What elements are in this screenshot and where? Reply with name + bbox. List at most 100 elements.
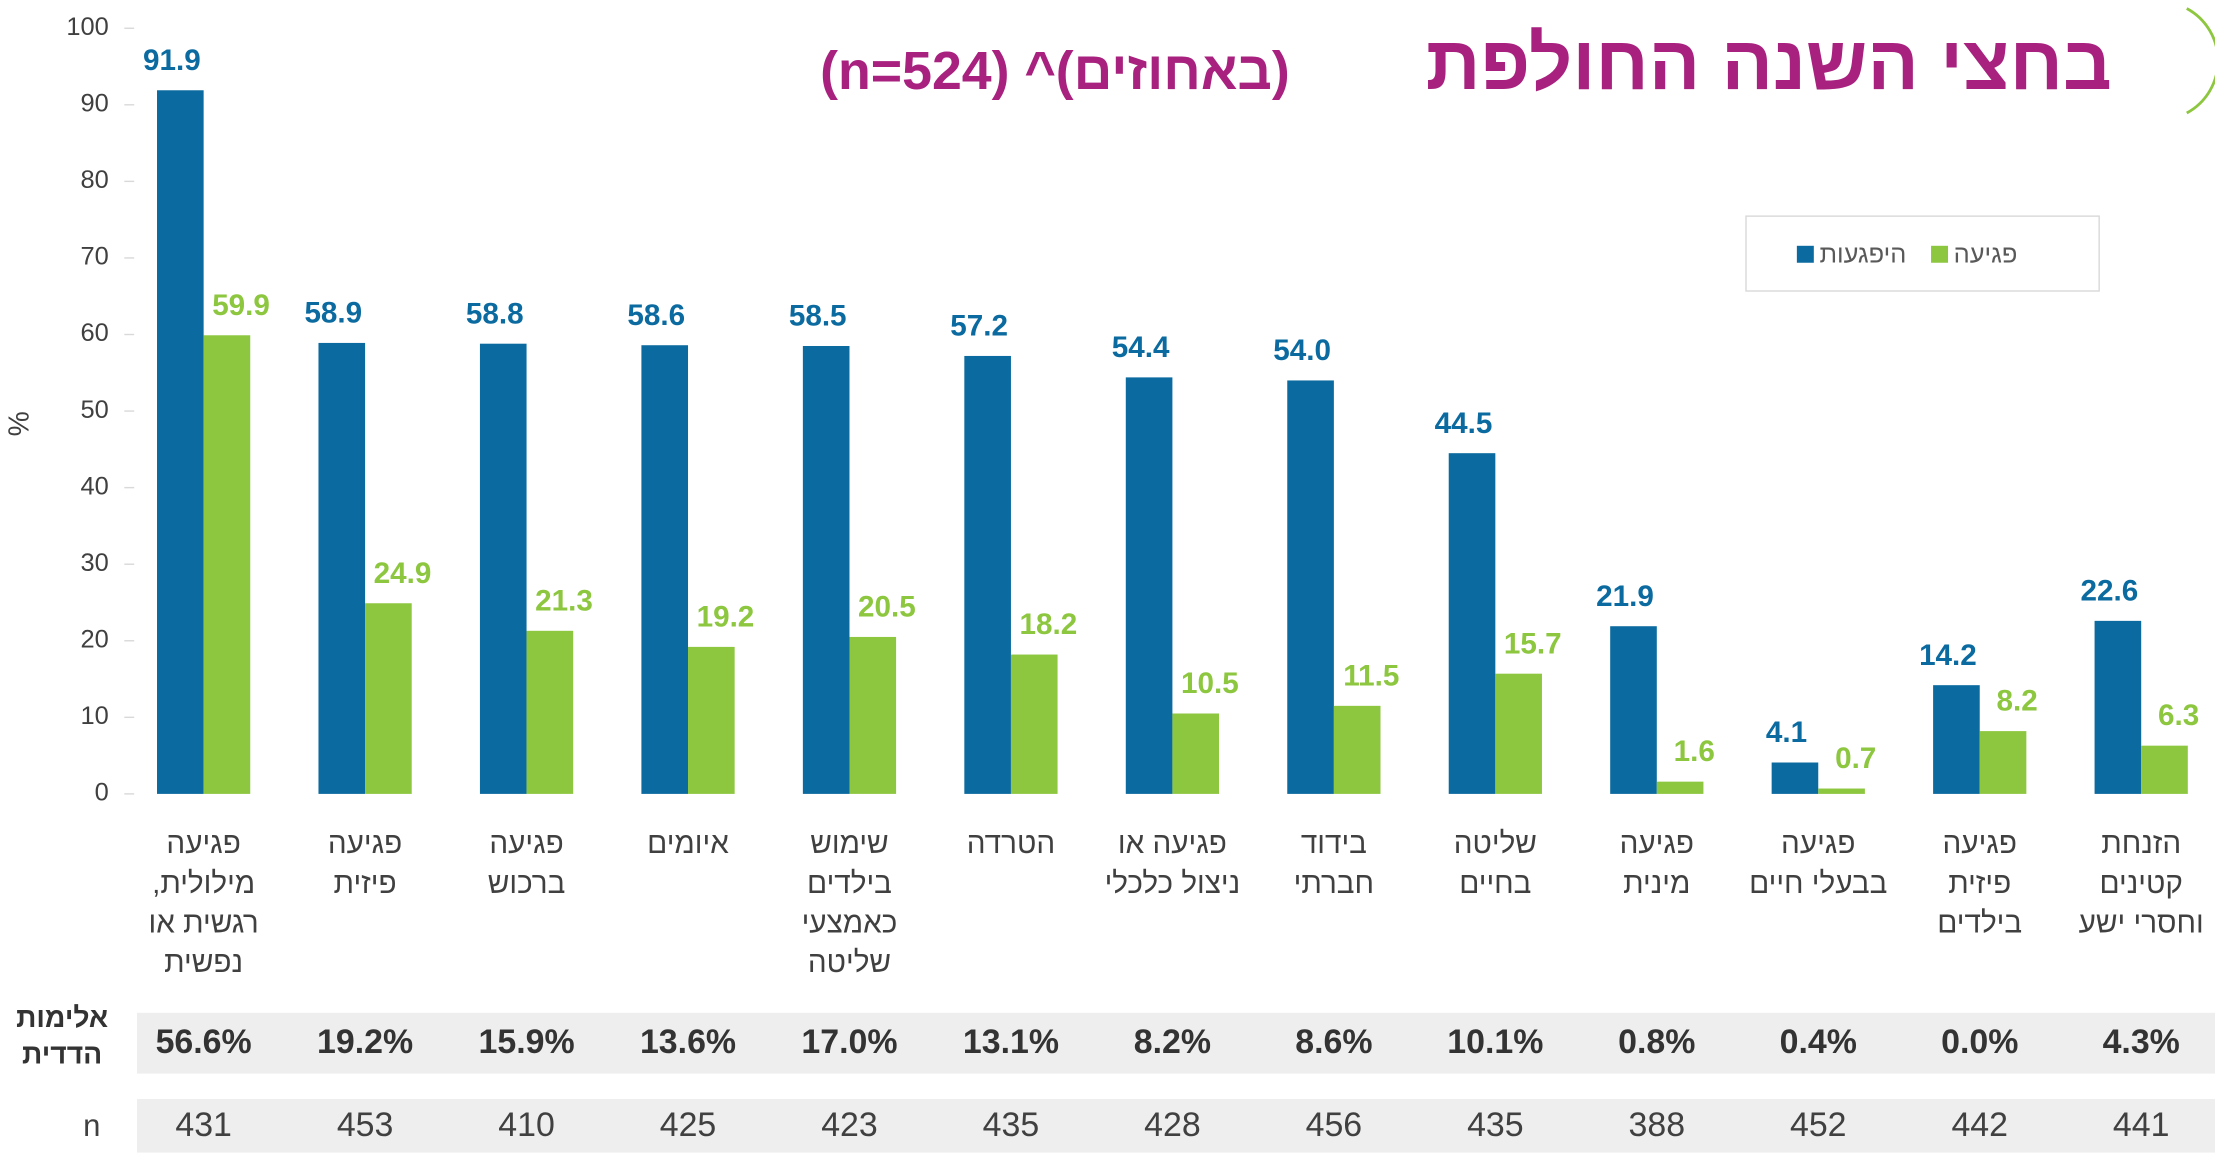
legend-marker (1931, 245, 1949, 263)
data-label: 54.0 (1273, 334, 1331, 367)
bar (1172, 713, 1220, 794)
y-tick-label: 50 (81, 396, 109, 424)
table-cell: 425 (660, 1106, 717, 1144)
bar (1656, 781, 1704, 794)
table-cell: 452 (1790, 1106, 1847, 1144)
y-tick-label: 70 (81, 243, 109, 271)
table-cell: 13.6% (640, 1023, 736, 1061)
table-cell: 441 (2113, 1106, 2170, 1144)
bar (688, 646, 735, 794)
x-tick-label: פגיעה מינית (1619, 827, 1695, 900)
y-tick-label: 20 (81, 625, 109, 653)
bar (479, 343, 527, 794)
bar (1125, 377, 1173, 794)
y-tick-label: 40 (81, 472, 109, 500)
x-tick-label: פגיעה פיזית בילדים (1937, 827, 2023, 940)
table-cell: 388 (1629, 1106, 1686, 1144)
bar (1448, 453, 1496, 794)
table-cell: 410 (498, 1106, 555, 1144)
table-cell: 442 (1951, 1106, 2008, 1144)
table-cell: 4.3% (2103, 1023, 2180, 1061)
data-label: 8.2 (1997, 685, 2038, 718)
data-label: 21.3 (535, 584, 593, 617)
table-row-bg (137, 1099, 2215, 1153)
bar (1495, 673, 1542, 794)
table-cell: 8.2% (1134, 1023, 1211, 1061)
bar (802, 345, 850, 794)
table-cell: 15.9% (479, 1023, 575, 1061)
data-label: 18.2 (1020, 608, 1078, 641)
table-cell: 0.0% (1941, 1023, 2018, 1061)
data-label: 19.2 (697, 600, 755, 633)
bar (1771, 762, 1819, 794)
data-label: 4.1 (1766, 716, 1807, 749)
table-row-bg (137, 1012, 2215, 1074)
bar (1287, 380, 1334, 794)
table-cell: 453 (337, 1106, 394, 1144)
table-cell: 423 (821, 1106, 878, 1144)
table-cell: 0.4% (1780, 1023, 1857, 1061)
table-cell: 56.6% (156, 1023, 252, 1061)
data-label: 44.5 (1435, 407, 1493, 440)
data-label: 57.2 (950, 310, 1008, 343)
table-cell: 17.0% (801, 1023, 897, 1061)
y-tick-label: 10 (81, 702, 109, 730)
x-tick-label: פגיעה בבעלי חיים (1749, 827, 1888, 900)
bar (1610, 626, 1657, 794)
table-cell: 19.2% (317, 1023, 413, 1061)
data-label: 10.5 (1181, 667, 1239, 700)
y-tick-label: 90 (81, 90, 109, 118)
x-tick-label: שימוש בילדים כאמצעי שליטה (801, 827, 898, 979)
x-tick-label: פגיעה ברכוש (487, 827, 566, 900)
y-tick-label: 60 (81, 319, 109, 347)
data-label: 11.5 (1343, 659, 1399, 692)
bar (1010, 654, 1058, 794)
bar (2094, 620, 2142, 794)
table-cell: 0.8% (1618, 1023, 1695, 1061)
bar (365, 603, 412, 794)
bar (1333, 705, 1381, 794)
data-label: 58.8 (466, 297, 524, 330)
data-label: 24.9 (374, 557, 432, 590)
legend-label: פגיעה (1954, 240, 2018, 268)
decoration-arc (2186, 7, 2215, 115)
data-label: 15.7 (1504, 627, 1562, 660)
bar (1818, 788, 1865, 794)
table-cell: 10.1% (1447, 1023, 1543, 1061)
table-cell: 8.6% (1295, 1023, 1372, 1061)
x-tick-label: הטרדה (966, 827, 1056, 861)
legend-marker (1796, 245, 1814, 263)
x-tick-label: בידוד חברתי (1293, 827, 1375, 900)
x-tick-label: פגיעה או ניצול כלכלי (1104, 827, 1241, 900)
data-label: 20.5 (858, 591, 916, 624)
data-label: 21.9 (1596, 580, 1654, 613)
table-cell: 13.1% (963, 1023, 1059, 1061)
y-tick-label: 0 (95, 779, 109, 807)
table-cell: 431 (175, 1106, 232, 1144)
table-row-label: אלימות הדדית (16, 1002, 109, 1071)
data-label: 22.6 (2081, 574, 2139, 607)
data-label: 91.9 (143, 44, 201, 77)
data-label: 59.9 (212, 289, 270, 322)
bar (526, 630, 574, 794)
data-label: 58.5 (789, 300, 847, 333)
bar (203, 335, 251, 794)
table-cell: 428 (1144, 1106, 1201, 1144)
bar (964, 355, 1011, 794)
bar (1979, 731, 2027, 794)
y-tick-label: 100 (66, 13, 108, 41)
bar (318, 342, 366, 794)
data-label: 1.6 (1674, 735, 1715, 768)
table-cell: 435 (983, 1106, 1040, 1144)
bar (849, 636, 897, 794)
x-tick-label: פגיעה פיזית (327, 827, 403, 900)
data-label: 58.6 (627, 299, 685, 332)
data-label: 0.7 (1835, 742, 1876, 775)
x-tick-label: הזנחת קטינים וחסרי ישע (2078, 827, 2204, 940)
bar (1933, 685, 1980, 794)
bar (2141, 745, 2188, 794)
legend-label: היפגעות (1819, 240, 1906, 268)
